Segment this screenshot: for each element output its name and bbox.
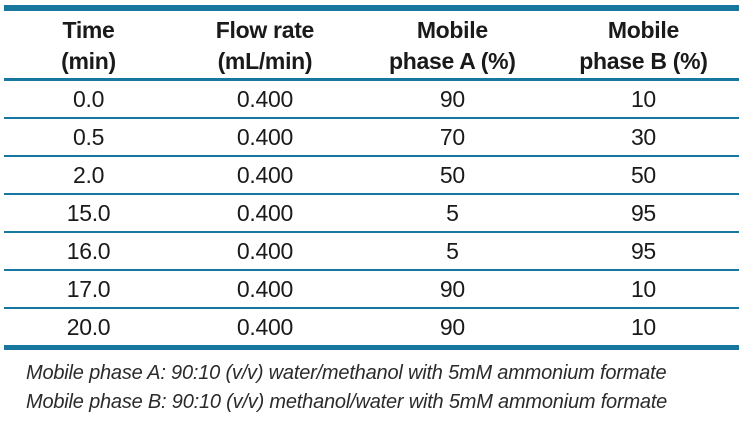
cell-flow: 0.400 [236, 275, 293, 302]
cell-phase-b: 95 [630, 199, 656, 226]
table-row: 2.0 0.400 50 50 [4, 155, 739, 193]
header-time: Time (min) [4, 14, 173, 78]
header-time-line2: (min) [61, 48, 116, 74]
header-phase-b-line2: phase B (%) [579, 48, 708, 74]
header-flow-rate: Flow rate (mL/min) [173, 14, 357, 78]
header-time-line1: Time [62, 17, 115, 43]
cell-phase-b: 10 [630, 85, 656, 112]
table-footnotes: Mobile phase A: 90:10 (v/v) water/methan… [4, 359, 739, 417]
cell-phase-a: 90 [439, 313, 465, 340]
table-row: 0.0 0.400 90 10 [4, 81, 739, 117]
cell-time: 17.0 [66, 275, 111, 302]
table-row: 15.0 0.400 5 95 [4, 193, 739, 231]
header-flow-line2: (mL/min) [217, 48, 313, 74]
table-header-underline [4, 78, 739, 81]
gradient-method-table: Time (min) Flow rate (mL/min) Mobile pha… [4, 5, 739, 417]
cell-phase-b: 10 [630, 313, 656, 340]
cell-flow: 0.400 [236, 85, 293, 112]
cell-time: 2.0 [72, 161, 105, 188]
cell-flow: 0.400 [236, 161, 293, 188]
cell-phase-a: 90 [439, 275, 465, 302]
table-row: 20.0 0.400 90 10 [4, 307, 739, 345]
header-phase-a-line1: Mobile [416, 17, 488, 43]
cell-phase-b: 30 [630, 123, 656, 150]
cell-flow: 0.400 [236, 313, 293, 340]
table-row: 16.0 0.400 5 95 [4, 231, 739, 269]
cell-phase-a: 90 [439, 85, 465, 112]
footnote-mobile-phase-a: Mobile phase A: 90:10 (v/v) water/methan… [26, 362, 667, 384]
cell-phase-a: 5 [446, 199, 459, 226]
cell-phase-a: 70 [439, 123, 465, 150]
table-header-row: Time (min) Flow rate (mL/min) Mobile pha… [4, 11, 739, 78]
footnote-mobile-phase-b: Mobile phase B: 90:10 (v/v) methanol/wat… [26, 391, 668, 413]
cell-phase-b: 95 [630, 237, 656, 264]
table-top-border [4, 5, 739, 11]
table-body: 0.0 0.400 90 10 0.5 0.400 70 30 2.0 0.40… [4, 81, 739, 345]
header-mobile-phase-b: Mobile phase B (%) [548, 14, 739, 78]
header-mobile-phase-a: Mobile phase A (%) [357, 14, 548, 78]
cell-time: 16.0 [66, 237, 111, 264]
cell-phase-b: 50 [630, 161, 656, 188]
cell-phase-a: 5 [446, 237, 459, 264]
cell-time: 20.0 [66, 313, 111, 340]
header-phase-a-line2: phase A (%) [389, 48, 516, 74]
cell-phase-a: 50 [439, 161, 465, 188]
header-phase-b-line1: Mobile [607, 17, 679, 43]
table-row: 17.0 0.400 90 10 [4, 269, 739, 307]
cell-flow: 0.400 [236, 123, 293, 150]
cell-time: 15.0 [66, 199, 111, 226]
cell-time: 0.5 [72, 123, 105, 150]
table-row: 0.5 0.400 70 30 [4, 117, 739, 155]
table-bottom-border [4, 345, 739, 350]
header-flow-line1: Flow rate [215, 17, 315, 43]
cell-flow: 0.400 [236, 199, 293, 226]
cell-phase-b: 10 [630, 275, 656, 302]
cell-time: 0.0 [72, 85, 105, 112]
cell-flow: 0.400 [236, 237, 293, 264]
